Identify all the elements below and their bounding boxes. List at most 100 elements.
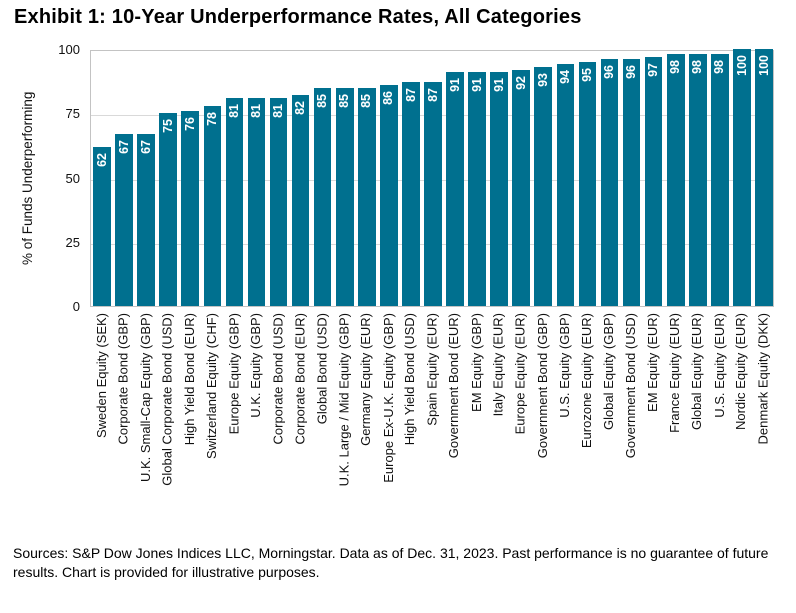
- bar: [688, 54, 707, 306]
- x-axis-label-text: U.K. Equity (GBP): [247, 313, 263, 418]
- bar: [225, 97, 244, 306]
- bar: [93, 146, 111, 306]
- bar-value-text: 92: [513, 75, 528, 90]
- bar-value-text: 100: [734, 55, 749, 76]
- bar-value-text: 62: [94, 152, 109, 167]
- y-axis-tick-label: 75: [65, 106, 80, 122]
- bar: [644, 56, 663, 306]
- source-note: Sources: S&P Dow Jones Indices LLC, Morn…: [13, 545, 769, 580]
- x-axis-label-text: Government Bond (GBP): [534, 313, 550, 459]
- bar: [269, 97, 288, 306]
- bar: [534, 67, 553, 306]
- x-axis-label-text: Eurozone Equity (EUR): [578, 313, 594, 449]
- bar-value-text: 100: [756, 55, 771, 76]
- bar: [291, 95, 310, 306]
- x-axis-label-text: Spain Equity (EUR): [424, 313, 440, 426]
- bar-value-text: 98: [668, 60, 683, 75]
- x-axis-label-text: Nordic Equity (EUR): [733, 313, 749, 431]
- bar: [468, 72, 486, 306]
- bar-value-text: 91: [469, 78, 484, 93]
- y-axis-tick-label: 100: [58, 42, 80, 57]
- x-axis-label-text: Corporate Bond (GBP): [115, 313, 131, 445]
- bar: [137, 133, 155, 306]
- y-axis-tick-label: 25: [65, 234, 80, 250]
- x-axis-label-text: Switzerland Equity (CHF): [203, 313, 219, 459]
- bar: [159, 113, 178, 306]
- x-axis-label-text: Global Equity (EUR): [689, 313, 705, 431]
- bar: [556, 64, 575, 306]
- bar-value-text: 85: [315, 93, 330, 108]
- bar: [733, 49, 751, 306]
- x-axis-label-text: EM Equity (EUR): [645, 313, 661, 412]
- x-axis-label-text: Sweden Equity (SEK): [93, 313, 109, 439]
- bar: [402, 82, 420, 306]
- x-axis-label-text: Government Bond (EUR): [446, 313, 462, 459]
- bar: [578, 61, 597, 306]
- bar-value-text: 91: [447, 78, 462, 93]
- bar: [666, 54, 685, 306]
- x-axis-label-text: Italy Equity (EUR): [490, 313, 506, 417]
- bar: [181, 110, 200, 306]
- bar-value-text: 96: [602, 65, 617, 80]
- bar-value-text: 98: [712, 60, 727, 75]
- bar-value-text: 85: [359, 93, 374, 108]
- bar-value-text: 96: [624, 65, 639, 80]
- x-axis-label-text: Global Corporate Bond (USD): [159, 313, 175, 486]
- x-axis-label-text: Global Bond (USD): [314, 313, 330, 425]
- x-axis-label-text: U.K. Small-Cap Equity (GBP): [137, 313, 153, 483]
- bar: [203, 105, 222, 306]
- bar-value-text: 81: [248, 103, 263, 118]
- x-axis-label-text: EM Equity (GBP): [468, 313, 484, 412]
- bar: [755, 49, 773, 306]
- bar: [335, 87, 354, 306]
- x-axis-label-text: Germany Equity (EUR): [358, 313, 374, 446]
- bar: [424, 82, 442, 306]
- bar-value-text: 81: [226, 103, 241, 118]
- x-axis-label-text: High Yield Bond (USD): [402, 313, 418, 446]
- bar-value-text: 97: [646, 62, 661, 77]
- bar-value-text: 86: [381, 90, 396, 105]
- bar-value-text: 67: [138, 139, 153, 154]
- bar: [313, 87, 332, 306]
- bar-value-text: 93: [535, 72, 550, 87]
- bar-value-text: 85: [337, 93, 352, 108]
- x-axis-label-text: France Equity (EUR): [667, 313, 683, 433]
- bar-value-text: 75: [160, 119, 175, 134]
- x-axis-label-text: Europe Equity (EUR): [512, 313, 528, 435]
- x-axis-label-text: U.K. Large / Mid Equity (GBP): [336, 313, 352, 487]
- y-axis-tick-label: 0: [72, 299, 80, 314]
- x-axis-label-text: High Yield Bond (EUR): [181, 313, 197, 446]
- bar: [380, 84, 398, 306]
- bar: [446, 72, 464, 306]
- bar: [600, 59, 619, 306]
- bar-value-text: 98: [690, 60, 705, 75]
- bar: [711, 54, 729, 306]
- bar-value-text: 76: [182, 116, 197, 131]
- bar: [247, 97, 266, 306]
- x-axis-label-text: Europe Ex-U.K. Equity (GBP): [380, 313, 396, 483]
- chart-title: Exhibit 1: 10-Year Underperformance Rate…: [14, 6, 582, 28]
- bar-value-text: 94: [557, 70, 572, 85]
- bar-value-text: 78: [204, 111, 219, 126]
- bar: [115, 133, 133, 306]
- bar-value-text: 91: [491, 78, 506, 93]
- x-axis-label-text: Denmark Equity (DKK): [755, 313, 771, 445]
- bar-value-text: 95: [579, 67, 594, 82]
- x-axis-label-text: Corporate Bond (EUR): [292, 313, 308, 445]
- bar: [490, 72, 508, 306]
- bar-value-text: 87: [425, 88, 440, 103]
- bar-value-text: 82: [293, 101, 308, 116]
- x-axis-label-text: Corporate Bond (USD): [270, 313, 286, 445]
- bar: [622, 59, 641, 306]
- x-axis-label-text: U.S. Equity (EUR): [711, 313, 727, 418]
- x-axis-label-text: Europe Equity (GBP): [225, 313, 241, 435]
- bar-value-text: 67: [116, 139, 131, 154]
- y-axis-tick-label: 50: [65, 170, 80, 186]
- bar-value-text: 81: [271, 103, 286, 118]
- plot-area: 62 67 67 75 76 78 81 81 81 82 85 85 85 86 87 87 91 91 91 92…: [90, 49, 774, 307]
- x-axis-label-text: Global Equity (GBP): [601, 313, 617, 431]
- bar: [512, 69, 531, 306]
- bar: [357, 87, 376, 306]
- bar-value-text: 87: [403, 88, 418, 103]
